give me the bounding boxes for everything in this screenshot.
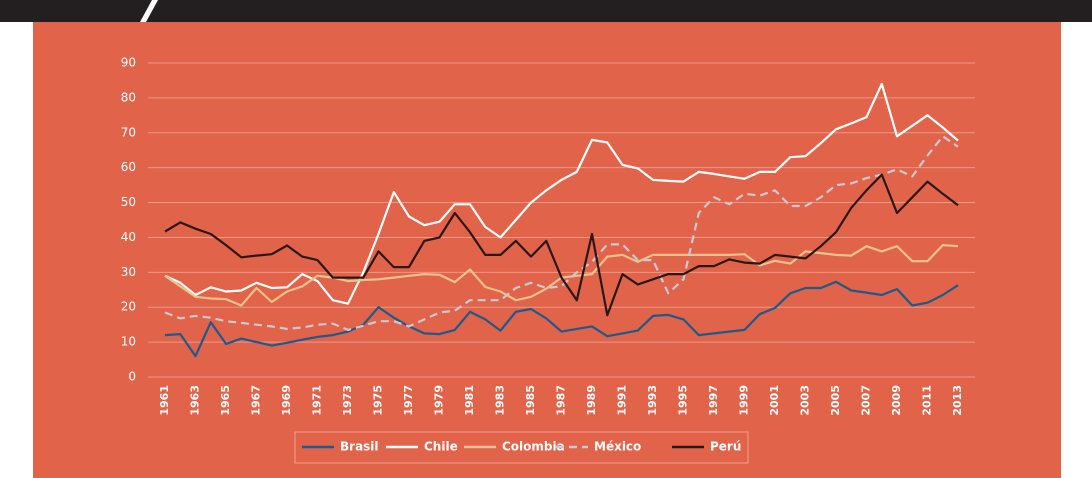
legend-label: México xyxy=(594,440,641,454)
y-tick-label: 30 xyxy=(121,265,136,279)
x-tick-label: 1973 xyxy=(341,385,354,416)
y-tick-label: 80 xyxy=(121,90,136,104)
x-tick-label: 1981 xyxy=(463,385,476,416)
y-tick-label: 10 xyxy=(121,335,136,349)
x-tick-label: 2009 xyxy=(890,385,903,416)
top-slash xyxy=(140,0,158,22)
x-tick-label: 2001 xyxy=(768,385,781,416)
top-band xyxy=(0,0,1092,22)
y-tick-label: 70 xyxy=(121,125,136,139)
x-tick-label: 1971 xyxy=(311,385,324,416)
x-tick-label: 2007 xyxy=(860,385,873,416)
x-tick-label: 1963 xyxy=(189,385,202,416)
series-line xyxy=(164,280,959,358)
top-tab xyxy=(0,0,150,22)
x-tick-label: 1983 xyxy=(494,385,507,416)
x-tick-label: 1993 xyxy=(646,385,659,416)
x-tick-label: 1977 xyxy=(402,385,415,416)
x-tick-label: 2013 xyxy=(951,385,964,416)
legend-label: Colombia xyxy=(502,440,565,454)
x-tick-label: 2005 xyxy=(829,385,842,416)
legend-label: Chile xyxy=(424,440,458,454)
x-tick-label: 1965 xyxy=(219,385,232,416)
x-tick-label: 1999 xyxy=(738,385,751,416)
x-tick-label: 1995 xyxy=(677,385,690,416)
series-line xyxy=(164,82,959,305)
x-tick-label: 1967 xyxy=(250,385,263,416)
legend-box xyxy=(294,431,749,464)
x-tick-label: 1975 xyxy=(372,385,385,416)
series-line xyxy=(164,135,959,331)
legend-label: Brasil xyxy=(340,440,379,454)
x-tick-label: 1989 xyxy=(585,385,598,416)
x-tick-label: 2011 xyxy=(921,385,934,416)
x-tick-label: 1991 xyxy=(616,385,629,416)
y-tick-label: 20 xyxy=(121,300,136,314)
x-tick-label: 1969 xyxy=(280,385,293,416)
x-tick-label: 1979 xyxy=(433,385,446,416)
series-line xyxy=(164,173,959,317)
y-tick-label: 50 xyxy=(121,195,136,209)
x-tick-label: 1961 xyxy=(158,385,171,416)
y-tick-label: 60 xyxy=(121,160,136,174)
y-tick-label: 0 xyxy=(128,370,136,384)
x-tick-label: 1997 xyxy=(707,385,720,416)
y-tick-label: 90 xyxy=(121,56,136,70)
x-tick-label: 1987 xyxy=(555,385,568,416)
x-tick-label: 1985 xyxy=(524,385,537,416)
x-tick-label: 2003 xyxy=(799,385,812,416)
chart-background xyxy=(33,22,1061,478)
legend-label: Perú xyxy=(710,440,741,454)
y-tick-label: 40 xyxy=(121,230,136,244)
